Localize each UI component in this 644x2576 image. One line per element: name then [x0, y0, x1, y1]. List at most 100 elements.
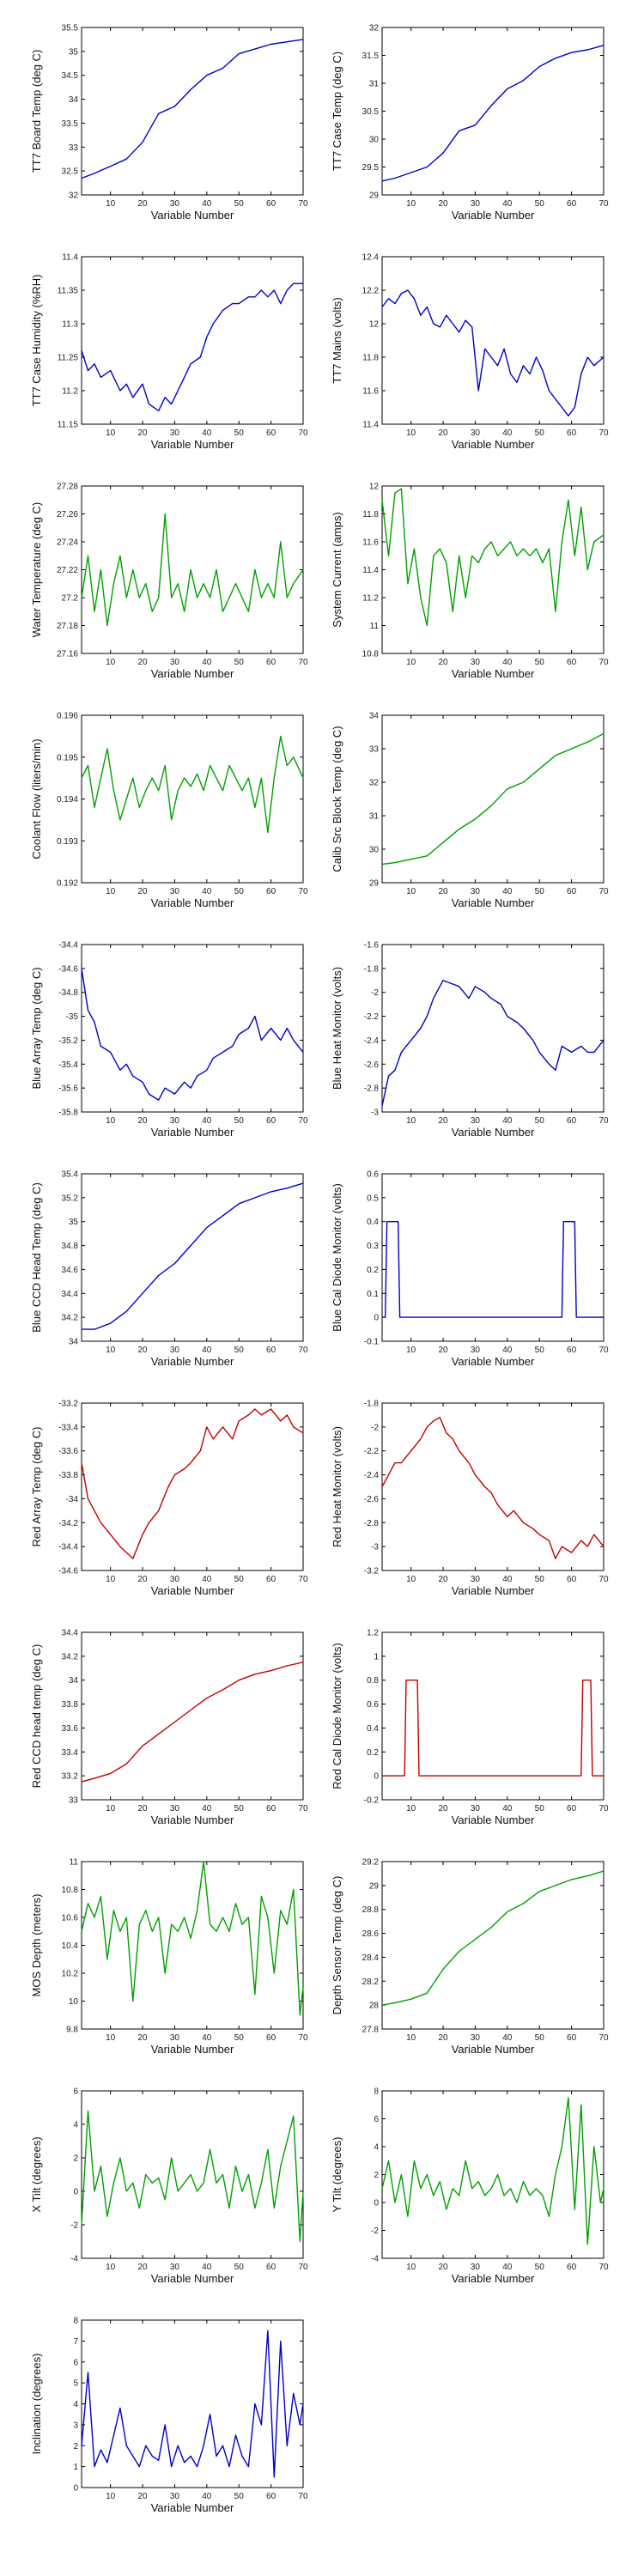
- x-tick-label: 50: [535, 428, 545, 438]
- y-tick-label: 35.4: [62, 1170, 79, 1180]
- y-tick-label: -4: [70, 2255, 78, 2264]
- x-tick-label: 60: [567, 2263, 577, 2272]
- y-axis-label: Y Tilt (degrees): [331, 2137, 343, 2213]
- x-tick-label: 60: [266, 1575, 276, 1584]
- y-tick-label: 11.15: [58, 421, 79, 430]
- x-tick-label: 70: [598, 1116, 609, 1126]
- x-tick-label: 10: [106, 2492, 116, 2501]
- y-axis-label: TT7 Case Temp (deg C): [331, 52, 343, 171]
- x-tick-label: 60: [567, 2033, 577, 2043]
- x-tick-label: 50: [234, 658, 245, 667]
- x-tick-label: 70: [598, 1804, 609, 1814]
- y-tick-label: 32: [369, 779, 380, 788]
- y-tick-label: -34.4: [58, 1543, 78, 1552]
- y-tick-label: 11.8: [362, 510, 379, 519]
- x-tick-label: 70: [298, 2263, 308, 2272]
- y-tick-label: 30: [369, 136, 380, 145]
- y-axis-label: TT7 Board Temp (deg C): [30, 50, 43, 173]
- x-tick-label: 60: [567, 1346, 577, 1355]
- y-tick-label: 0.3: [367, 1242, 379, 1251]
- x-axis-label: Variable Number: [151, 2272, 234, 2285]
- y-tick-label: -34.4: [58, 941, 78, 951]
- series-line: [381, 488, 605, 627]
- x-tick-label: 70: [298, 428, 308, 438]
- y-tick-label: 0.5: [367, 1194, 379, 1203]
- series-line: [82, 1182, 304, 1330]
- x-tick-label: 10: [406, 428, 416, 438]
- x-tick-label: 60: [266, 1804, 276, 1814]
- x-tick-label: 30: [170, 1575, 180, 1584]
- y-tick-label: 0.4: [367, 1724, 379, 1734]
- y-axis-label: Red Array Temp (deg C): [30, 1427, 43, 1547]
- y-tick-label: 1: [374, 1652, 379, 1662]
- x-tick-label: 50: [535, 1346, 545, 1355]
- x-tick-label: 40: [502, 428, 513, 438]
- x-tick-label: 70: [298, 2033, 308, 2043]
- x-tick-label: 30: [170, 2033, 180, 2043]
- x-tick-label: 50: [535, 1804, 545, 1814]
- y-tick-label: 28.2: [362, 1978, 380, 1987]
- x-tick-label: 50: [234, 2033, 245, 2043]
- y-tick-label: 32.5: [62, 167, 79, 177]
- y-tick-label: 35.5: [62, 24, 79, 33]
- y-tick-label: 0.2: [367, 1748, 379, 1758]
- y-axis-label: Water Temperature (deg C): [30, 502, 43, 638]
- x-axis-label: Variable Number: [452, 667, 535, 680]
- y-tick-label: 31.5: [362, 52, 380, 61]
- y-tick-label: 10: [69, 1997, 79, 2007]
- x-tick-label: 70: [298, 887, 308, 896]
- series-line: [81, 283, 303, 412]
- x-tick-label: 50: [535, 2263, 545, 2272]
- y-tick-label: 0.195: [57, 753, 78, 762]
- y-tick-label: 33.8: [62, 1700, 79, 1710]
- x-tick-label: 40: [202, 2263, 212, 2272]
- x-tick-label: 50: [535, 658, 545, 667]
- x-tick-label: 50: [234, 428, 245, 438]
- y-axis-label: Coolant Flow (liters/min): [30, 738, 43, 859]
- y-tick-label: 9.8: [66, 2026, 78, 2035]
- y-tick-label: -1.8: [364, 964, 380, 974]
- x-tick-label: 60: [266, 2492, 276, 2501]
- y-tick-label: 27.16: [57, 650, 78, 659]
- chart-11: 10 20 30 40 50 60 70 34 34.2 34.4 34.6 34.8 35 35.2 35…: [30, 1170, 308, 1369]
- y-tick-label: 27.26: [57, 510, 78, 519]
- y-tick-label: -3.2: [364, 1567, 380, 1577]
- x-tick-label: 40: [502, 1116, 513, 1126]
- y-axis-label: Blue Cal Diode Monitor (volts): [331, 1183, 343, 1332]
- y-tick-label: -3: [371, 1109, 379, 1118]
- x-tick-label: 60: [567, 1575, 577, 1584]
- x-tick-label: 70: [298, 1116, 308, 1126]
- x-tick-label: 50: [234, 2263, 245, 2272]
- chart-1: 10 20 30 40 50 60 70 32 32.5 33 33.5 34 34.5 35 35.5 Va…: [30, 24, 308, 222]
- y-axis-label: System Current (amps): [331, 512, 343, 627]
- x-tick-label: 30: [170, 1116, 180, 1126]
- x-axis-label: Variable Number: [151, 667, 234, 680]
- x-tick-label: 40: [202, 887, 212, 896]
- y-axis-label: Blue CCD Head Temp (deg C): [30, 1182, 43, 1333]
- x-axis-label: Variable Number: [452, 2043, 535, 2056]
- x-tick-label: 20: [438, 199, 448, 209]
- y-tick-label: 31: [369, 80, 380, 89]
- x-tick-label: 70: [298, 658, 308, 667]
- x-tick-label: 20: [137, 1804, 148, 1814]
- plot-frame: [81, 1173, 304, 1342]
- y-tick-label: -2.4: [364, 1471, 380, 1480]
- x-tick-label: 10: [406, 1116, 416, 1126]
- x-tick-label: 70: [598, 1346, 609, 1355]
- y-tick-label: 0.2: [367, 1266, 379, 1275]
- y-tick-label: 0: [73, 2188, 78, 2197]
- y-tick-label: 32: [369, 24, 380, 33]
- y-axis-label: Depth Sensor Temp (deg C): [331, 1876, 343, 2015]
- y-tick-label: 11: [70, 1858, 79, 1868]
- y-axis-label: X Tilt (degrees): [30, 2136, 43, 2212]
- x-tick-label: 60: [266, 428, 276, 438]
- y-tick-label: -2: [70, 2221, 78, 2231]
- y-tick-label: -35.8: [58, 1109, 78, 1118]
- x-tick-label: 10: [406, 199, 416, 209]
- x-tick-label: 70: [598, 199, 609, 209]
- y-tick-label: 33.6: [62, 1724, 79, 1734]
- x-tick-label: 40: [502, 1575, 513, 1584]
- y-tick-label: 1: [73, 2463, 78, 2472]
- x-tick-label: 70: [598, 887, 609, 896]
- x-axis-label: Variable Number: [452, 1126, 535, 1139]
